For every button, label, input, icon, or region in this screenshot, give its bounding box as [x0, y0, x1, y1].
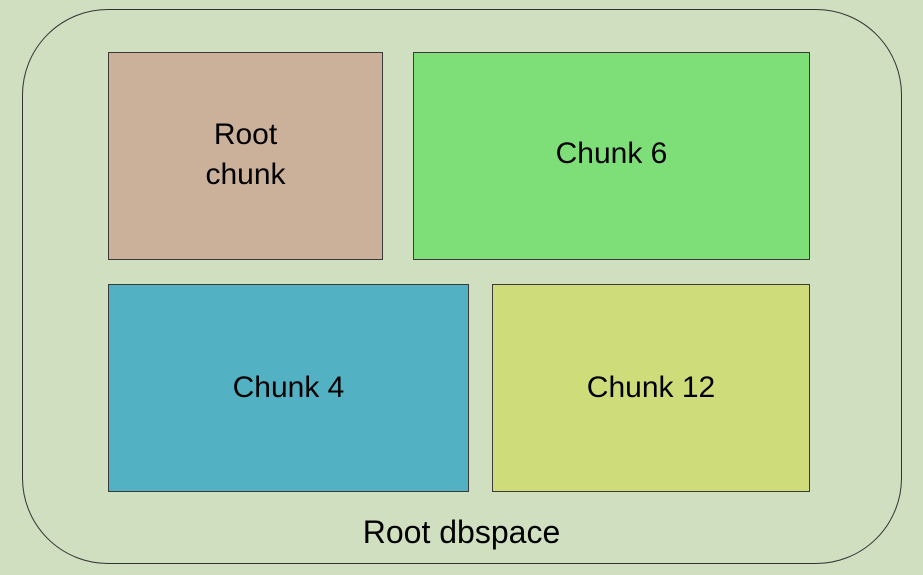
chunk-12-label: Chunk 12: [586, 371, 716, 404]
root-chunk-box: Root chunk: [108, 52, 383, 260]
root-chunk-label-line-1: Root: [213, 118, 278, 151]
root-chunk-label-line-2: chunk: [205, 158, 286, 191]
chunk-4-label: Chunk 4: [232, 371, 345, 404]
root-dbspace-label: Root dbspace: [362, 514, 561, 550]
chunk-4-box: Chunk 4: [108, 284, 469, 492]
chunk-12-box: Chunk 12: [492, 284, 810, 492]
chunk-6-box: Chunk 6: [413, 52, 810, 260]
chunk-6-label: Chunk 6: [555, 137, 668, 170]
root-chunk-label: Root chunk: [205, 115, 285, 195]
